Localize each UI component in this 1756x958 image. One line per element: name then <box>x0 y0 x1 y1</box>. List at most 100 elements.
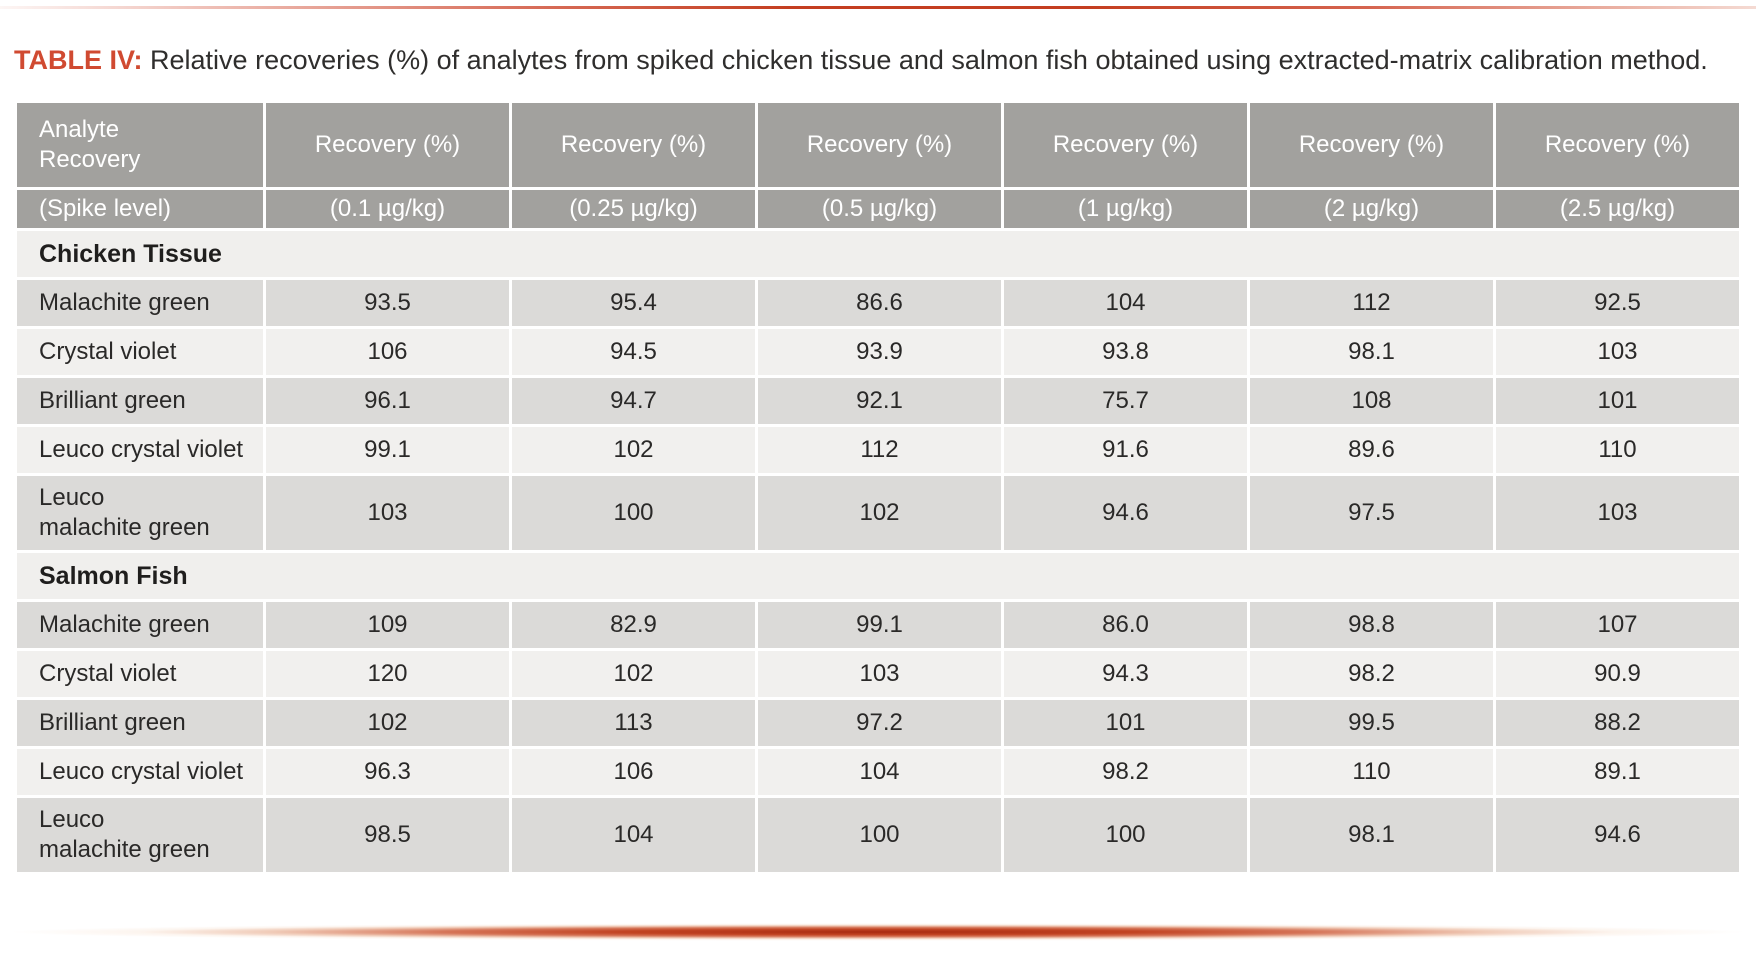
value-cell: 104 <box>1004 280 1247 326</box>
analyte-cell: Brilliant green <box>17 700 263 746</box>
value-cell: 103 <box>1496 476 1739 550</box>
value-cell: 120 <box>266 651 509 697</box>
value-cell: 94.6 <box>1004 476 1247 550</box>
section-title: Salmon Fish <box>17 553 1739 599</box>
value-cell: 97.5 <box>1250 476 1493 550</box>
value-cell: 103 <box>758 651 1001 697</box>
section-row: Salmon Fish <box>17 553 1739 599</box>
analyte-cell: Leuco crystal violet <box>17 749 263 795</box>
value-cell: 100 <box>1004 798 1247 872</box>
value-cell: 98.8 <box>1250 602 1493 648</box>
value-cell: 112 <box>758 427 1001 473</box>
header-cell-spike: (0.25 µg/kg) <box>512 190 755 228</box>
value-cell: 102 <box>512 427 755 473</box>
header-cell-recovery: Recovery (%) <box>758 103 1001 187</box>
value-cell: 100 <box>758 798 1001 872</box>
value-cell: 104 <box>512 798 755 872</box>
header-cell-spike: (1 µg/kg) <box>1004 190 1247 228</box>
value-cell: 94.6 <box>1496 798 1739 872</box>
value-cell: 93.5 <box>266 280 509 326</box>
value-cell: 75.7 <box>1004 378 1247 424</box>
analyte-cell: Crystal violet <box>17 651 263 697</box>
value-cell: 94.7 <box>512 378 755 424</box>
table-caption: TABLE IV: Relative recoveries (%) of ana… <box>14 43 1742 77</box>
value-cell: 96.1 <box>266 378 509 424</box>
header-cell-recovery: Recovery (%) <box>266 103 509 187</box>
table-caption-label: TABLE IV: <box>14 45 143 75</box>
value-cell: 98.2 <box>1004 749 1247 795</box>
value-cell: 109 <box>266 602 509 648</box>
value-cell: 92.1 <box>758 378 1001 424</box>
value-cell: 93.8 <box>1004 329 1247 375</box>
value-cell: 102 <box>758 476 1001 550</box>
value-cell: 88.2 <box>1496 700 1739 746</box>
bottom-accent-glow <box>10 918 1746 946</box>
value-cell: 82.9 <box>512 602 755 648</box>
value-cell: 110 <box>1250 749 1493 795</box>
value-cell: 102 <box>266 700 509 746</box>
table-row: Brilliant green 102 113 97.2 101 99.5 88.2 <box>17 700 1739 746</box>
top-accent-rule <box>0 6 1756 9</box>
header-cell-recovery: Recovery (%) <box>1004 103 1247 187</box>
header-cell-spike: (0.5 µg/kg) <box>758 190 1001 228</box>
header-cell-spike: (2.5 µg/kg) <box>1496 190 1739 228</box>
value-cell: 86.6 <box>758 280 1001 326</box>
value-cell: 102 <box>512 651 755 697</box>
value-cell: 99.1 <box>758 602 1001 648</box>
value-cell: 113 <box>512 700 755 746</box>
value-cell: 98.1 <box>1250 329 1493 375</box>
header-cell-spike: (0.1 µg/kg) <box>266 190 509 228</box>
header-cell-spike-level: (Spike level) <box>17 190 263 228</box>
value-cell: 89.6 <box>1250 427 1493 473</box>
table-row: Malachite green 109 82.9 99.1 86.0 98.8 107 <box>17 602 1739 648</box>
value-cell: 101 <box>1496 378 1739 424</box>
value-cell: 86.0 <box>1004 602 1247 648</box>
value-cell: 112 <box>1250 280 1493 326</box>
table-row: Leuco malachite green 98.5 104 100 100 98.1 94… <box>17 798 1739 872</box>
value-cell: 103 <box>1496 329 1739 375</box>
analyte-cell: Leuco malachite green <box>17 476 263 550</box>
value-cell: 98.2 <box>1250 651 1493 697</box>
value-cell: 94.5 <box>512 329 755 375</box>
value-cell: 103 <box>266 476 509 550</box>
header-row-spike: (Spike level) (0.1 µg/kg) (0.25 µg/kg) (… <box>17 190 1739 228</box>
value-cell: 97.2 <box>758 700 1001 746</box>
section-row: Chicken Tissue <box>17 231 1739 277</box>
analyte-cell: Malachite green <box>17 602 263 648</box>
value-cell: 99.5 <box>1250 700 1493 746</box>
table-row: Brilliant green 96.1 94.7 92.1 75.7 108 101 <box>17 378 1739 424</box>
table-body: Chicken Tissue Malachite green 93.5 95.4 86.… <box>17 231 1739 872</box>
value-cell: 107 <box>1496 602 1739 648</box>
value-cell: 90.9 <box>1496 651 1739 697</box>
header-cell-spike: (2 µg/kg) <box>1250 190 1493 228</box>
value-cell: 92.5 <box>1496 280 1739 326</box>
value-cell: 100 <box>512 476 755 550</box>
value-cell: 94.3 <box>1004 651 1247 697</box>
recovery-table: Analyte Recovery Recovery (%) Recovery (… <box>14 100 1742 875</box>
value-cell: 106 <box>512 749 755 795</box>
table-row: Leuco malachite green 103 100 102 94.6 97.5 10… <box>17 476 1739 550</box>
table-header: Analyte Recovery Recovery (%) Recovery (… <box>17 103 1739 228</box>
header-row-main: Analyte Recovery Recovery (%) Recovery (… <box>17 103 1739 187</box>
value-cell: 98.5 <box>266 798 509 872</box>
value-cell: 106 <box>266 329 509 375</box>
table-row: Leuco crystal violet 96.3 106 104 98.2 110 89.… <box>17 749 1739 795</box>
table-row: Crystal violet 106 94.5 93.9 93.8 98.1 103 <box>17 329 1739 375</box>
value-cell: 104 <box>758 749 1001 795</box>
value-cell: 101 <box>1004 700 1247 746</box>
header-cell-analyte: Analyte Recovery <box>17 103 263 187</box>
table-row: Leuco crystal violet 99.1 102 112 91.6 89.6 11… <box>17 427 1739 473</box>
header-cell-recovery: Recovery (%) <box>512 103 755 187</box>
header-cell-recovery: Recovery (%) <box>1250 103 1493 187</box>
table-row: Malachite green 93.5 95.4 86.6 104 112 92.5 <box>17 280 1739 326</box>
table-row: Crystal violet 120 102 103 94.3 98.2 90.9 <box>17 651 1739 697</box>
analyte-cell: Leuco malachite green <box>17 798 263 872</box>
analyte-cell: Leuco crystal violet <box>17 427 263 473</box>
value-cell: 110 <box>1496 427 1739 473</box>
table-caption-text: Relative recoveries (%) of analytes from… <box>150 45 1708 75</box>
value-cell: 93.9 <box>758 329 1001 375</box>
header-cell-recovery: Recovery (%) <box>1496 103 1739 187</box>
value-cell: 91.6 <box>1004 427 1247 473</box>
value-cell: 89.1 <box>1496 749 1739 795</box>
